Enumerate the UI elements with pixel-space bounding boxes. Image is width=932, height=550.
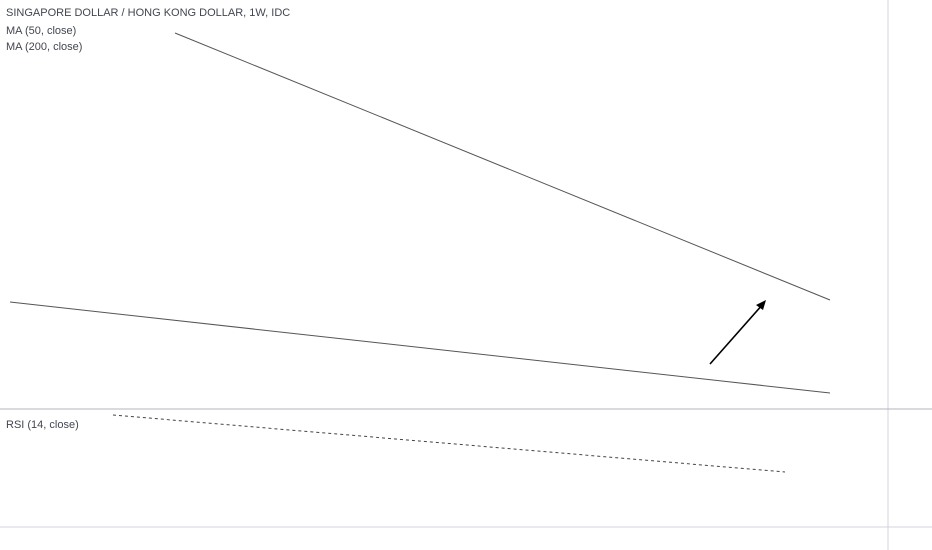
arrow [709, 303, 764, 365]
rsi-title: RSI (14, close) [6, 419, 79, 431]
chart-title: SINGAPORE DOLLAR / HONG KONG DOLLAR, 1W,… [6, 7, 290, 19]
legend-entry: MA (200, close) [6, 41, 82, 53]
rsi-trend-line [112, 414, 786, 473]
trend-line [174, 32, 831, 301]
arrow-head [756, 300, 766, 310]
trend-line [9, 301, 831, 394]
legend-entry: MA (50, close) [6, 25, 76, 37]
